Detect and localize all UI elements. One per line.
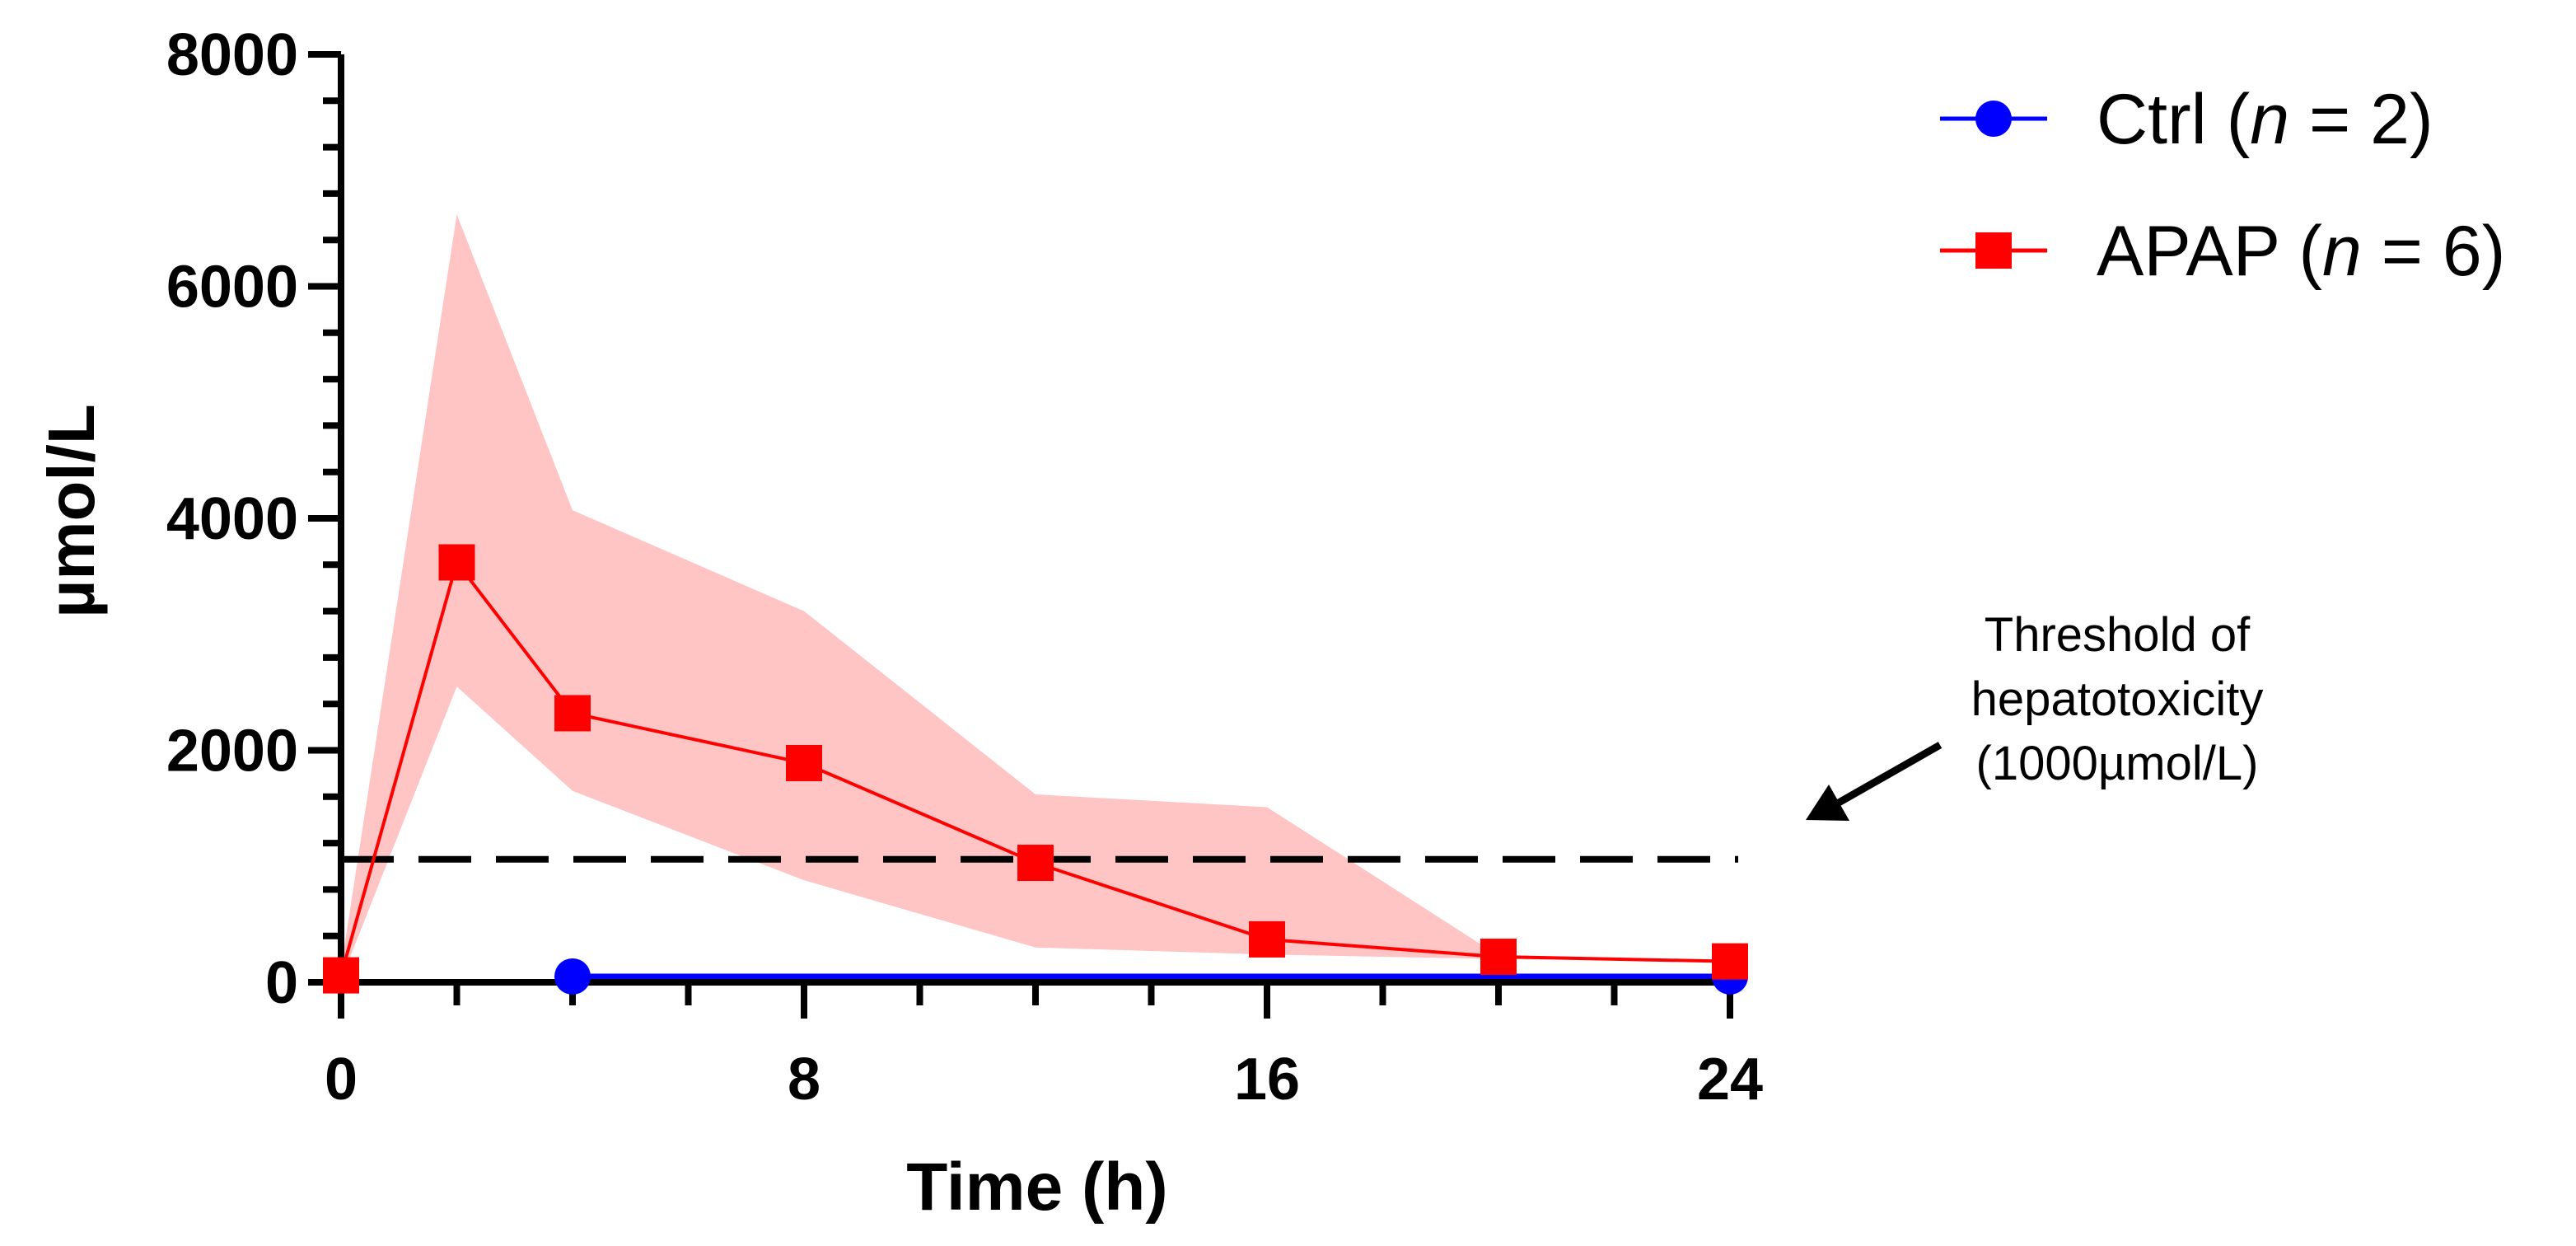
apap-data-point [786, 744, 822, 781]
series-layer [339, 559, 1731, 980]
y-tick-label: 2000 [166, 719, 298, 785]
annotation-line: Threshold of [1985, 608, 2251, 662]
apap-data-point [554, 695, 591, 732]
apap-series-line [339, 559, 1731, 977]
y-axis-title: µmol/L [35, 404, 108, 617]
legend: Ctrl (n = 2) APAP (n = 6) [1940, 80, 2505, 291]
ctrl-legend-label: Ctrl (n = 2) [2097, 80, 2433, 159]
y-tick-label: 4000 [166, 486, 298, 552]
apap-data-point [1712, 943, 1748, 980]
apap-data-point [438, 544, 475, 581]
annotation-line: hepatotoxicity [1971, 672, 2264, 726]
apap-data-point [1249, 920, 1285, 958]
annotation-arrow-shaft [1836, 742, 1943, 806]
y-tick-label: 6000 [166, 255, 298, 321]
ctrl-data-point [554, 958, 591, 995]
apap-data-point [323, 957, 359, 994]
threshold-annotation: Threshold of hepatotoxicity (1000µmol/L) [1806, 608, 2263, 821]
markers-layer [323, 544, 1748, 995]
y-tick-label: 8000 [166, 22, 298, 88]
apap-range-band [341, 214, 1730, 981]
y-tick-label: 0 [265, 950, 298, 1016]
apap-legend-marker [1975, 232, 2012, 269]
axes: 0 2000 4000 6000 8000 0 8 16 24 Time (h) µmol/L [35, 22, 1763, 1225]
annotation-line: (1000µmol/L) [1976, 737, 2259, 790]
x-tick-label: 8 [788, 1047, 820, 1112]
apap-data-point [1017, 845, 1054, 882]
x-tick-label: 24 [1697, 1047, 1763, 1112]
apap-legend-label: APAP (n = 6) [2097, 212, 2505, 291]
apap-data-point [1480, 939, 1517, 976]
x-axis-title: Time (h) [906, 1150, 1167, 1225]
x-tick-label: 0 [325, 1047, 358, 1112]
annotation-arrow-head [1806, 785, 1849, 821]
apap-range-band-layer [341, 214, 1730, 981]
x-tick-label: 16 [1234, 1047, 1300, 1112]
ctrl-legend-marker [1975, 101, 2012, 137]
